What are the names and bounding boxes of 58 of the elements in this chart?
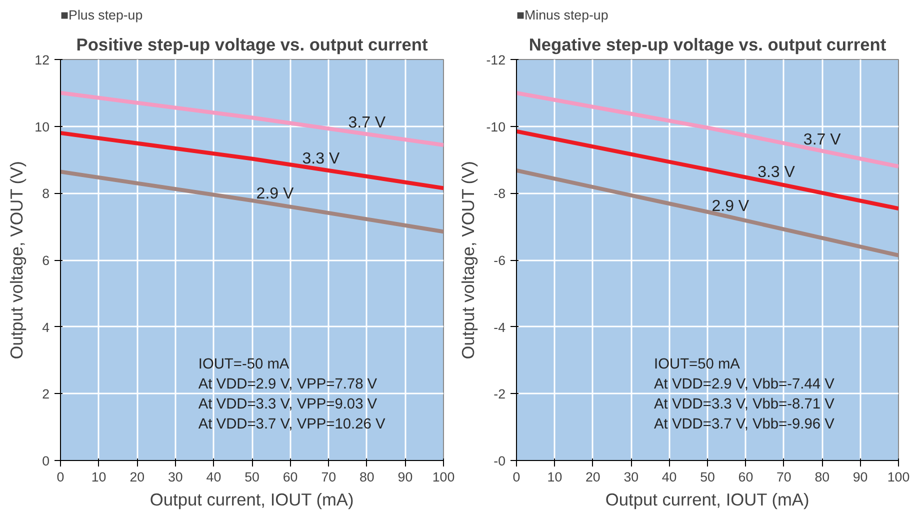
- series-label: 3.3 V: [758, 164, 796, 181]
- x-tick-label: 50: [244, 470, 260, 484]
- x-tick-label: 20: [585, 470, 600, 484]
- x-tick-label: 80: [814, 470, 830, 484]
- chart-title: Positive step-up voltage vs. output current: [76, 34, 428, 54]
- y-tick-label: 4: [42, 320, 50, 335]
- chart-subtitle: ■Minus step-up: [516, 8, 608, 22]
- annotation: At VDD=3.3 V, Vbb=-8.71 V: [654, 396, 835, 412]
- y-axis-title: Output voltage, VOUT (V): [6, 161, 27, 360]
- x-tick-label: 40: [206, 470, 222, 484]
- y-tick-label: -2: [494, 386, 506, 402]
- annotation: At VDD=3.7 V, VPP=10.26 V: [198, 416, 386, 432]
- x-tick-label: 40: [662, 470, 677, 484]
- y-tick-label: -10: [486, 119, 506, 134]
- x-tick-label: 90: [852, 470, 868, 484]
- annotation: IOUT=-50 mA: [198, 356, 290, 372]
- y-axis-title: Output voltage, VOUT (V): [458, 161, 478, 360]
- chart-subtitle: ■Plus step-up: [60, 8, 143, 22]
- y-tick-label: -0: [494, 454, 506, 468]
- x-tick-label: 100: [432, 470, 455, 484]
- x-tick-label: 100: [887, 470, 910, 484]
- y-tick-label: -6: [494, 253, 506, 268]
- x-tick-label: 30: [624, 470, 639, 484]
- annotation: At VDD=2.9 V, Vbb=-7.44 V: [654, 376, 835, 392]
- x-tick-label: 30: [168, 470, 183, 484]
- y-tick-label: 12: [34, 52, 50, 68]
- x-tick-label: 80: [359, 470, 374, 484]
- x-tick-label: 0: [512, 470, 520, 484]
- y-tick-label: 10: [34, 119, 50, 134]
- x-tick-label: 20: [130, 470, 145, 484]
- x-tick-label: 70: [321, 470, 336, 484]
- y-tick-label: 0: [42, 454, 50, 468]
- annotation: At VDD=3.3 V, VPP=9.03 V: [198, 396, 378, 412]
- series-label: 3.7 V: [348, 114, 386, 132]
- series-label: 2.9 V: [712, 198, 750, 215]
- chart-title: Negative step-up voltage vs. output current: [528, 34, 886, 54]
- x-tick-label: 0: [56, 470, 64, 484]
- x-tick-label: 10: [547, 470, 562, 484]
- series-label: 2.9 V: [256, 185, 294, 202]
- x-tick-label: 60: [282, 470, 298, 484]
- annotation: IOUT=50 mA: [654, 356, 740, 372]
- x-tick-label: 50: [700, 470, 715, 484]
- series-label: 3.3 V: [302, 150, 340, 168]
- y-tick-label: -4: [494, 320, 506, 335]
- y-tick-label: -12: [486, 52, 506, 68]
- x-tick-label: 10: [91, 470, 106, 484]
- x-axis-title: Output current, IOUT (mA): [150, 490, 354, 510]
- series-label: 3.7 V: [803, 132, 842, 149]
- x-tick-label: 60: [738, 470, 754, 484]
- y-tick-label: 8: [42, 186, 50, 202]
- y-tick-label: 2: [42, 386, 50, 402]
- annotation: At VDD=2.9 V, VPP=7.78 V: [198, 376, 378, 392]
- y-tick-label: -8: [494, 186, 506, 202]
- annotation: At VDD=3.7 V, Vbb=-9.96 V: [654, 416, 835, 432]
- x-tick-label: 90: [398, 470, 413, 484]
- x-tick-label: 70: [776, 470, 792, 484]
- x-axis-title: Output current, IOUT (mA): [605, 490, 810, 510]
- y-tick-label: 6: [42, 253, 50, 268]
